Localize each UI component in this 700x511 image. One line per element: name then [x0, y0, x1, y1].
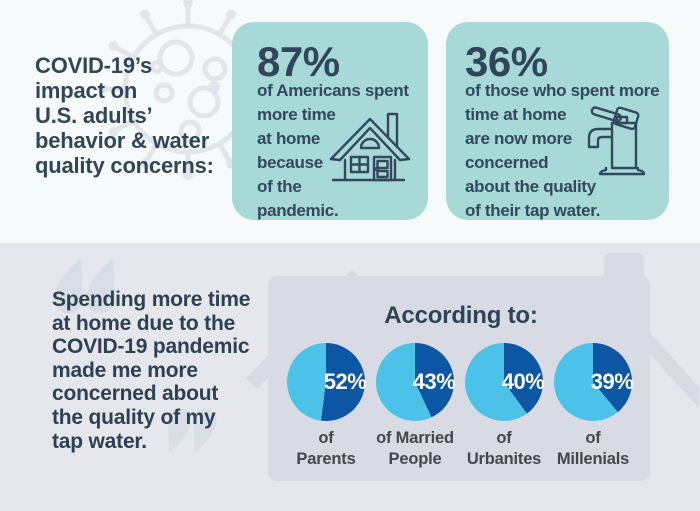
pie-group-parents: 52% of Parents [287, 343, 367, 470]
house-icon [329, 112, 411, 182]
pie-group-married: 43% of Married People [376, 343, 456, 470]
stat-card-home-time: 87% of Americans spent more time at home… [232, 22, 428, 220]
top-section: COVID-19’s impact on U.S. adults’ behavi… [0, 0, 700, 243]
bottom-section: Spending more time at home due to the CO… [0, 243, 700, 511]
pie-chart-millenials: 39% [554, 343, 634, 421]
stat-description: of those who spent more time at home are… [465, 81, 660, 220]
pie-value-label: 40% [501, 369, 545, 394]
stat-value: 87% [257, 38, 340, 85]
pie-charts-row: 52% of Parents 43% of Married People 40%… [287, 343, 634, 470]
page-title: COVID-19’s impact on U.S. adults’ behavi… [35, 53, 214, 178]
stat-card-tap-water: 36% of those who spent more time at home… [446, 22, 669, 220]
according-to-heading: According to: [384, 302, 538, 329]
house-silhouette [246, 253, 699, 481]
pie-caption: of Married People [376, 429, 454, 468]
testimonial-quote: Spending more time at home due to the CO… [52, 288, 251, 453]
pie-chart-married-people: 43% [376, 343, 456, 421]
pie-caption: of Millenials [556, 429, 630, 468]
pie-value-label: 52% [323, 369, 367, 394]
quote-close-icon [167, 408, 217, 453]
pie-value-label: 39% [590, 369, 634, 394]
faucet-icon [587, 106, 646, 176]
quote-open-icon [54, 258, 115, 314]
pie-caption: of Urbanites [466, 429, 542, 468]
pie-value-label: 43% [412, 369, 456, 394]
pie-group-urbanites: 40% of Urbanites [465, 343, 545, 470]
stat-description: of Americans spent more time at home bec… [257, 81, 409, 220]
pie-chart-parents: 52% [287, 343, 367, 421]
stat-value: 36% [465, 38, 548, 85]
pie-group-millenials: 39% of Millenials [554, 343, 634, 470]
pie-chart-urbanites: 40% [465, 343, 545, 421]
pie-caption: of Parents [296, 429, 356, 468]
